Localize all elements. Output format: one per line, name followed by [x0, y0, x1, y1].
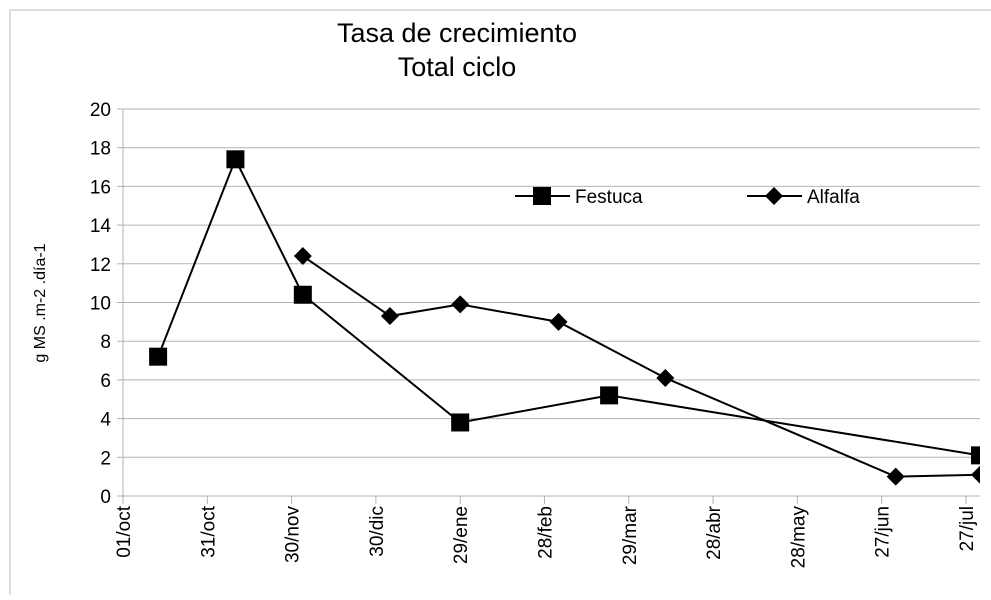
marker	[765, 187, 783, 205]
x-tick-label: 27/jul	[957, 506, 978, 551]
marker	[600, 386, 619, 405]
y-tick-label: 12	[90, 255, 111, 276]
marker	[971, 446, 980, 465]
marker	[226, 150, 245, 169]
x-tick-label: 27/jun	[873, 506, 894, 558]
x-tick-label: 28/may	[788, 506, 809, 569]
x-tick-label: 30/dic	[367, 506, 388, 557]
chart-subtitle: Total ciclo	[398, 52, 517, 82]
y-tick-label: 20	[90, 100, 111, 121]
marker	[533, 187, 551, 205]
plot-area	[149, 150, 980, 486]
x-tick-label: 01/oct	[114, 505, 135, 557]
legend-label: Alfalfa	[807, 187, 860, 208]
marker	[149, 347, 168, 366]
y-tick-label: 6	[100, 371, 111, 392]
x-tick-label: 28/feb	[535, 506, 556, 559]
x-tick-label: 29/mar	[620, 505, 641, 565]
y-axis-label: g MS .m-2 .día-1	[32, 243, 49, 362]
x-tick-label: 31/oct	[198, 505, 219, 557]
y-tick-label: 10	[90, 294, 111, 315]
y-tick-label: 14	[90, 216, 112, 237]
marker	[886, 467, 905, 486]
x-tick-label: 29/ene	[451, 506, 472, 564]
y-tick-label: 2	[100, 448, 111, 469]
legend-label: Festuca	[575, 187, 643, 208]
marker	[451, 413, 470, 432]
marker	[549, 312, 568, 331]
x-tick-label: 30/nov	[283, 506, 304, 564]
chart-title: Tasa de crecimiento	[337, 18, 577, 48]
y-tick-label: 0	[100, 487, 111, 508]
y-tick-label: 8	[100, 332, 111, 353]
marker	[380, 307, 399, 326]
x-tick-label: 28/abr	[704, 505, 725, 560]
marker	[293, 247, 312, 266]
marker	[451, 295, 470, 314]
marker	[971, 465, 980, 484]
series-line	[302, 255, 980, 478]
y-tick-label: 4	[100, 410, 111, 431]
y-tick-label: 18	[90, 139, 111, 160]
y-tick-label: 16	[90, 177, 111, 198]
marker	[656, 368, 675, 387]
series-line	[157, 156, 980, 457]
marker	[293, 285, 312, 304]
